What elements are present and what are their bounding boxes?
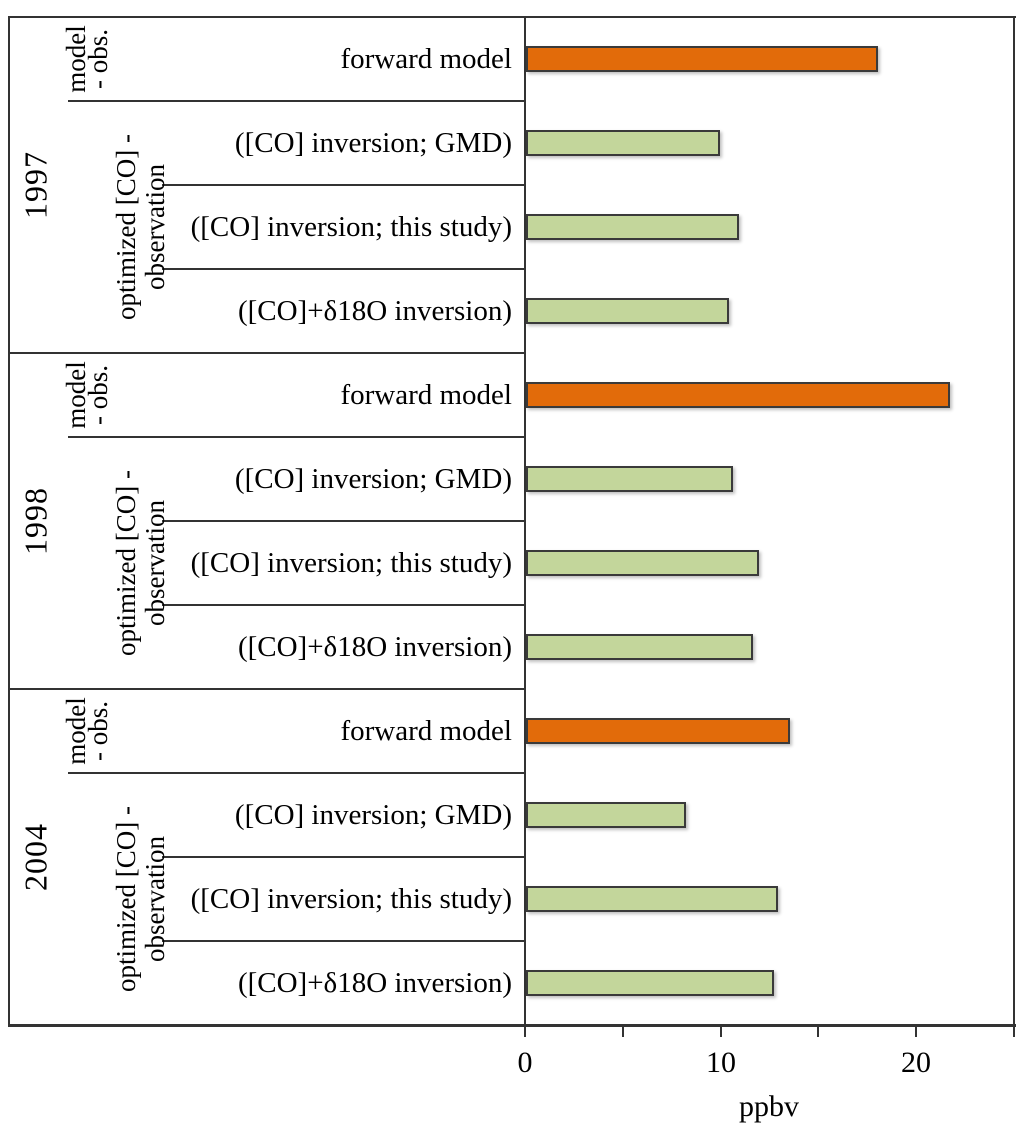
section-label-model-obs: model - obs.	[61, 25, 113, 93]
x-axis-tick	[915, 1026, 917, 1037]
chart-border-right	[1013, 16, 1015, 1026]
section-separator-line	[68, 772, 525, 774]
bar-inversion	[526, 634, 753, 660]
row-label: forward model	[340, 715, 512, 747]
row-label: ([CO] inversion; this study)	[190, 547, 512, 579]
x-axis-tick	[817, 1026, 819, 1037]
chart-border-left	[8, 16, 10, 1026]
bar-forward-model	[526, 382, 950, 408]
x-tick-label: 0	[517, 1046, 533, 1079]
section-label-line: - obs.	[83, 29, 113, 89]
section-label-model-obs: model - obs.	[61, 697, 113, 765]
bar-inversion	[526, 466, 733, 492]
x-axis-tick	[1013, 1026, 1015, 1037]
row-label: ([CO] inversion; GMD)	[234, 127, 512, 159]
bar-inversion	[526, 970, 774, 996]
x-axis-line	[8, 1024, 1016, 1027]
row-label: ([CO] inversion; GMD)	[234, 463, 512, 495]
row-label: ([CO]+δ18O inversion)	[237, 631, 512, 663]
row-separator-line	[162, 940, 525, 942]
bar-inversion	[526, 886, 778, 912]
year-label: 1997	[17, 151, 54, 219]
bar-inversion	[526, 802, 686, 828]
bar-inversion	[526, 130, 720, 156]
row-separator-line	[162, 184, 525, 186]
bar-forward-model	[526, 718, 790, 744]
row-label: forward model	[340, 379, 512, 411]
x-tick-label: 10	[706, 1046, 736, 1079]
year-label: 2004	[17, 823, 54, 891]
bar-inversion	[526, 298, 729, 324]
row-separator-line	[162, 856, 525, 858]
row-separator-line	[162, 268, 525, 270]
section-label-line: - obs.	[83, 701, 113, 761]
row-label: ([CO] inversion; this study)	[190, 883, 512, 915]
chart-border-top	[8, 16, 1016, 18]
x-axis-tick	[622, 1026, 624, 1037]
section-label-model-obs: model - obs.	[61, 361, 113, 429]
section-separator-line	[68, 100, 525, 102]
x-tick-label: 20	[901, 1046, 931, 1079]
x-axis-title: ppbv	[739, 1090, 799, 1123]
row-label: ([CO]+δ18O inversion)	[237, 295, 512, 327]
row-separator-line	[162, 604, 525, 606]
row-label: ([CO] inversion; this study)	[190, 211, 512, 243]
bar-forward-model	[526, 46, 878, 72]
group-separator-line	[8, 688, 525, 690]
y-axis-line	[524, 16, 526, 1035]
x-axis-tick	[524, 1026, 526, 1037]
row-label: ([CO]+δ18O inversion)	[237, 967, 512, 999]
bar-inversion	[526, 214, 739, 240]
section-label-line: - obs.	[83, 365, 113, 425]
section-separator-line	[68, 436, 525, 438]
row-label: ([CO] inversion; GMD)	[234, 799, 512, 831]
group-separator-line	[8, 352, 525, 354]
row-label: forward model	[340, 43, 512, 75]
x-axis-tick	[720, 1026, 722, 1037]
bar-inversion	[526, 550, 759, 576]
row-separator-line	[162, 520, 525, 522]
year-label: 1998	[17, 487, 54, 555]
